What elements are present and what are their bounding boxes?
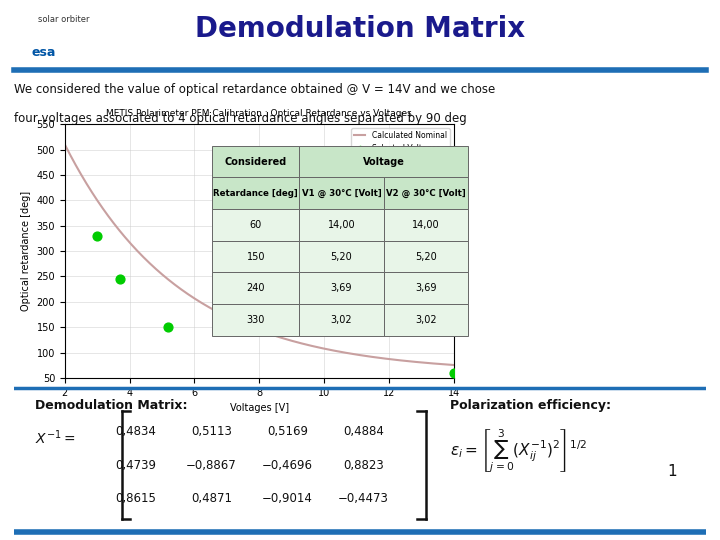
Bar (212, 178, 300, 209)
Text: Demodulation Matrix: Demodulation Matrix (195, 15, 525, 43)
Bar (384, 272, 468, 304)
Text: Polarization efficiency:: Polarization efficiency: (450, 399, 611, 411)
Text: 3,69: 3,69 (415, 283, 436, 293)
Point (163, 323, 174, 332)
Text: 0,4884: 0,4884 (343, 426, 384, 438)
Text: Voltage: Voltage (363, 157, 405, 167)
Y-axis label: Optical retardance [deg]: Optical retardance [deg] (21, 191, 31, 311)
Text: 14,00: 14,00 (328, 220, 355, 230)
Text: V2 @ 30°C [Volt]: V2 @ 30°C [Volt] (386, 188, 466, 198)
Text: $\varepsilon_i = \left[\sum_{j=0}^{3}(X_{ij}^{-1})^2\right]^{1/2}$: $\varepsilon_i = \left[\sum_{j=0}^{3}(X_… (450, 428, 588, 475)
Point (91, 232, 103, 240)
Text: $X^{-1} =$: $X^{-1} =$ (35, 429, 76, 447)
Bar (300, 272, 384, 304)
Text: 3,02: 3,02 (330, 315, 352, 325)
Text: Considered: Considered (225, 157, 287, 167)
Text: −0,8867: −0,8867 (186, 458, 237, 471)
Bar (212, 304, 300, 335)
Text: 0,4834: 0,4834 (115, 426, 156, 438)
Text: esa: esa (32, 46, 56, 59)
Text: 0,8823: 0,8823 (343, 458, 384, 471)
Text: 240: 240 (247, 283, 265, 293)
Text: −0,4473: −0,4473 (338, 492, 389, 505)
Point (114, 275, 126, 284)
Text: four voltages associated to 4 optical retardance angles separated by 90 deg: four voltages associated to 4 optical re… (14, 112, 467, 125)
Bar (212, 241, 300, 272)
Text: 0,4739: 0,4739 (115, 458, 156, 471)
Title: METIS Polarimeter PFM Calibration : Optical Retardance vs Voltages: METIS Polarimeter PFM Calibration : Opti… (107, 109, 412, 118)
Bar (212, 146, 300, 178)
Bar (300, 146, 468, 178)
Text: 14,00: 14,00 (412, 220, 440, 230)
Text: We considered the value of optical retardance obtained @ V = 14V and we chose: We considered the value of optical retar… (14, 83, 495, 96)
Text: V1 @ 30°C [Volt]: V1 @ 30°C [Volt] (302, 188, 382, 198)
Bar (384, 209, 468, 241)
Text: 330: 330 (247, 315, 265, 325)
Text: −0,9014: −0,9014 (262, 492, 313, 505)
Text: 5,20: 5,20 (330, 252, 352, 261)
Bar (384, 241, 468, 272)
Legend: Calculated Nominal, Selected Voltages: Calculated Nominal, Selected Voltages (351, 128, 450, 156)
Text: Demodulation Matrix:: Demodulation Matrix: (35, 399, 188, 411)
Text: −0,4696: −0,4696 (262, 458, 313, 471)
Text: solar orbiter: solar orbiter (37, 15, 89, 24)
Text: 0,4871: 0,4871 (191, 492, 232, 505)
Bar (300, 178, 384, 209)
Text: 3,02: 3,02 (415, 315, 436, 325)
Bar (300, 241, 384, 272)
Text: 0,5169: 0,5169 (267, 426, 308, 438)
Bar (300, 209, 384, 241)
Text: 0,5113: 0,5113 (191, 426, 232, 438)
Bar (300, 304, 384, 335)
Text: 0,8615: 0,8615 (115, 492, 156, 505)
Bar (384, 304, 468, 335)
Text: Retardance [deg]: Retardance [deg] (213, 189, 298, 198)
Text: 150: 150 (247, 252, 265, 261)
X-axis label: Voltages [V]: Voltages [V] (230, 403, 289, 413)
Text: 1: 1 (667, 464, 678, 478)
Bar (212, 272, 300, 304)
Text: 5,20: 5,20 (415, 252, 437, 261)
Point (448, 369, 459, 377)
Text: 3,69: 3,69 (330, 283, 352, 293)
Bar (384, 178, 468, 209)
Text: 60: 60 (250, 220, 262, 230)
Bar (212, 209, 300, 241)
